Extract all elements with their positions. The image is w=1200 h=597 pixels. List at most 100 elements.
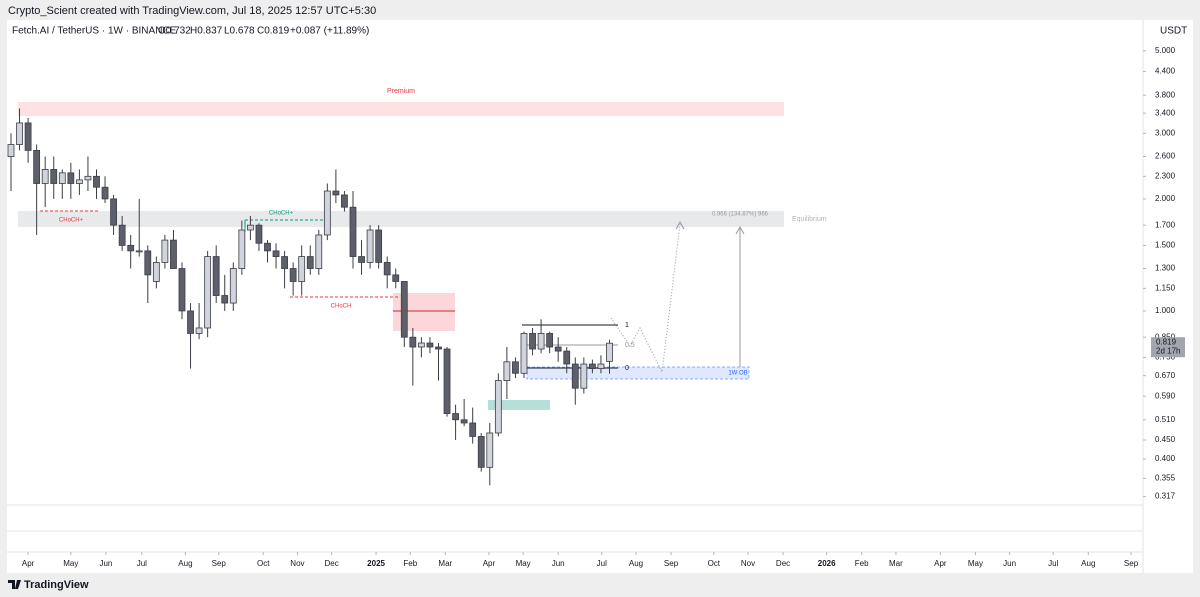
y-tick-label: 2.000 [1155,194,1176,203]
candle-body [554,346,562,352]
candle-body [588,363,596,369]
choch-label: CHoCH+ [269,211,294,217]
premium-label: Premium [387,88,415,95]
candle-body [195,327,203,334]
candle-body [529,333,536,350]
x-tick-label: Nov [741,559,755,568]
x-tick-label: Aug [178,559,192,568]
y-tick-label: 0.317 [1155,492,1176,501]
candle-body [358,256,365,263]
fib-label: 1 [625,322,629,329]
candle-body [443,348,451,414]
x-tick-label: Apr [22,559,35,568]
x-tick-label: Jun [99,559,112,568]
candle-body [255,224,263,244]
candle-body [101,186,109,200]
candle-body [435,346,442,350]
x-tick-label: 2025 [367,559,385,568]
candle-body [238,229,246,269]
candle-body [152,262,160,282]
candle-body [127,245,135,252]
x-tick-label: Dec [324,559,338,568]
candle-body [383,262,391,276]
candle-body [41,169,49,184]
ob-label: 1W OB [728,371,747,377]
currency: USDT [1160,26,1187,37]
candle-body [503,361,511,381]
price-tag: 0.819 2d 17h [1151,337,1185,358]
symbol: Fetch.AI / TetherUS · 1W · BINANCE [12,26,177,37]
x-tick-label: Jul [1048,559,1058,568]
x-tick-label: Jul [137,559,147,568]
candle-body [512,361,519,374]
candle-body [170,239,177,269]
brand: TradingView [24,579,89,591]
candle-body [452,413,459,421]
projection-arrow [675,220,685,230]
equilibrium-zone [18,211,784,227]
candle-body [246,224,254,231]
y-tick-label: 4.400 [1155,67,1176,76]
y-tick-label: 1.000 [1155,306,1176,315]
candle-body [187,310,194,334]
candle-body [520,333,528,374]
candle-body [272,250,280,257]
x-tick-label: Mar [889,559,903,568]
y-tick-label: 5.000 [1155,46,1176,55]
candle-body [400,281,408,338]
candle-body [50,169,58,184]
x-tick-label: Oct [257,559,270,568]
y-tick-label: 0.510 [1155,415,1176,424]
y-tick-label: 0.355 [1155,473,1176,482]
y-tick-label: 1.300 [1155,264,1176,273]
candle-body [563,350,571,365]
x-tick-label: Oct [708,559,721,568]
candle-body [7,144,15,157]
equilibrium-label: Equilibrium [792,216,827,223]
candle-body [323,190,331,236]
candle-body [161,239,169,263]
candle-body [93,175,100,188]
x-tick-label: Mar [438,559,452,568]
ohlc-change: +0.087 (+11.89%) [290,26,369,37]
candle-body [67,172,75,184]
y-tick-label: 0.850 [1155,332,1176,341]
candle-body [315,234,323,269]
candle-body [264,242,271,252]
y-tick-label: 0.670 [1155,371,1176,380]
x-tick-label: Dec [776,559,790,568]
candle-body [375,229,383,263]
candle-body [118,224,126,246]
candle-body [571,363,579,389]
x-tick-label: Sep [664,559,679,568]
candle-body [341,194,348,208]
candle-body [110,198,117,226]
credit: Crypto_Scient created with TradingView.c… [8,5,376,17]
x-tick-label: Feb [403,559,417,568]
choch-label: CHoCH [331,304,352,310]
y-tick-label: 0.400 [1155,454,1176,463]
candle-body [349,206,357,257]
x-tick-label: May [63,559,78,568]
candle-body [486,432,494,468]
axes: 5.000 4.400 3.800 3.400 3.000 2.600 2.300 2.000… [22,46,1176,568]
candle-body [392,274,400,282]
candle-body [229,268,237,304]
y-tick-label: 0.590 [1155,391,1176,400]
candle-body [204,256,212,329]
price-tag-countdown: 2d 17h [1156,346,1180,355]
candle-body [597,363,605,369]
x-tick-label: May [516,559,531,568]
x-tick-label: Feb [855,559,869,568]
candle-body [24,122,32,151]
fib-label: 0 [625,365,629,372]
y-tick-label: 2.600 [1155,152,1176,161]
y-tick-label: 1.150 [1155,283,1176,292]
annotations: Premium Equilibrium 0.966 (134.87%) 966 … [18,88,827,410]
candle-body [417,342,425,348]
ohlc-close: C0.819 [257,26,290,37]
price-tag-price: 0.819 [1156,337,1177,346]
y-tick-label: 1.700 [1155,220,1176,229]
